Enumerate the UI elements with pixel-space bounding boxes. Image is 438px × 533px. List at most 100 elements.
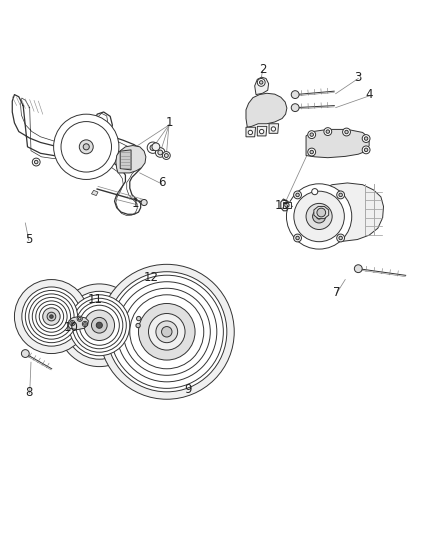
- Circle shape: [257, 78, 265, 86]
- Circle shape: [141, 199, 147, 206]
- Circle shape: [35, 160, 38, 164]
- Circle shape: [164, 154, 168, 157]
- Polygon shape: [314, 206, 328, 219]
- Circle shape: [337, 234, 345, 242]
- Text: 1: 1: [166, 116, 173, 130]
- Circle shape: [152, 143, 160, 151]
- Circle shape: [123, 288, 210, 375]
- Circle shape: [271, 127, 276, 131]
- Circle shape: [286, 184, 352, 249]
- Circle shape: [43, 308, 60, 325]
- Circle shape: [117, 282, 217, 382]
- Circle shape: [110, 275, 223, 389]
- Text: 10: 10: [64, 321, 78, 334]
- Circle shape: [21, 350, 29, 358]
- Circle shape: [259, 80, 263, 84]
- Circle shape: [354, 265, 362, 272]
- Circle shape: [150, 145, 155, 150]
- Circle shape: [77, 316, 82, 321]
- Polygon shape: [246, 93, 287, 127]
- Circle shape: [96, 322, 102, 328]
- Circle shape: [343, 128, 350, 136]
- Circle shape: [294, 191, 344, 241]
- Text: 4: 4: [365, 88, 373, 101]
- Circle shape: [291, 104, 299, 111]
- Circle shape: [72, 298, 126, 352]
- Polygon shape: [246, 127, 255, 137]
- Text: 7: 7: [333, 286, 340, 299]
- Polygon shape: [92, 190, 98, 196]
- Text: 11: 11: [88, 293, 102, 305]
- Polygon shape: [257, 126, 267, 136]
- Circle shape: [71, 322, 74, 325]
- Circle shape: [39, 304, 64, 329]
- Circle shape: [362, 146, 370, 154]
- Circle shape: [147, 142, 159, 154]
- Circle shape: [248, 130, 253, 135]
- Circle shape: [310, 150, 314, 154]
- Circle shape: [84, 322, 86, 325]
- Text: 1: 1: [132, 197, 139, 210]
- Circle shape: [306, 204, 332, 230]
- Polygon shape: [254, 77, 268, 94]
- Text: 13: 13: [275, 199, 290, 212]
- Text: 6: 6: [158, 176, 165, 189]
- Circle shape: [308, 131, 316, 139]
- Circle shape: [79, 305, 119, 345]
- Circle shape: [78, 318, 81, 320]
- Circle shape: [259, 130, 264, 134]
- Polygon shape: [116, 146, 146, 173]
- Circle shape: [326, 130, 329, 133]
- Circle shape: [312, 189, 318, 195]
- Circle shape: [137, 317, 141, 321]
- Circle shape: [364, 148, 368, 151]
- Circle shape: [324, 128, 332, 135]
- Circle shape: [291, 91, 299, 99]
- Circle shape: [130, 295, 204, 369]
- Circle shape: [310, 133, 314, 136]
- Circle shape: [339, 236, 343, 240]
- Circle shape: [14, 279, 88, 353]
- Circle shape: [107, 272, 227, 392]
- Circle shape: [313, 210, 325, 223]
- Text: 2: 2: [259, 63, 266, 76]
- Text: 3: 3: [355, 71, 362, 84]
- Circle shape: [364, 137, 368, 140]
- Circle shape: [61, 122, 112, 172]
- Circle shape: [47, 312, 56, 321]
- Circle shape: [158, 150, 162, 155]
- Circle shape: [162, 151, 170, 159]
- Circle shape: [308, 148, 316, 156]
- Circle shape: [296, 236, 299, 240]
- Polygon shape: [269, 124, 279, 133]
- Circle shape: [69, 295, 130, 356]
- Circle shape: [25, 290, 78, 343]
- Circle shape: [136, 324, 140, 328]
- Circle shape: [99, 264, 234, 399]
- Circle shape: [317, 208, 325, 217]
- Circle shape: [49, 315, 53, 318]
- Circle shape: [32, 158, 40, 166]
- Circle shape: [138, 303, 195, 360]
- Circle shape: [339, 193, 343, 197]
- Circle shape: [92, 318, 107, 333]
- Text: 12: 12: [144, 271, 159, 284]
- Circle shape: [317, 214, 322, 219]
- Circle shape: [22, 287, 81, 346]
- Circle shape: [337, 191, 345, 199]
- Circle shape: [53, 114, 119, 180]
- Circle shape: [293, 234, 301, 242]
- Polygon shape: [283, 202, 291, 208]
- Circle shape: [79, 140, 93, 154]
- Circle shape: [148, 313, 185, 350]
- Circle shape: [296, 193, 299, 197]
- Circle shape: [84, 310, 115, 341]
- Text: 9: 9: [184, 383, 191, 396]
- Circle shape: [83, 144, 89, 150]
- Text: 5: 5: [25, 233, 32, 246]
- Circle shape: [345, 130, 348, 134]
- Circle shape: [293, 191, 301, 199]
- Circle shape: [32, 297, 71, 336]
- Circle shape: [285, 203, 289, 207]
- Circle shape: [155, 148, 165, 157]
